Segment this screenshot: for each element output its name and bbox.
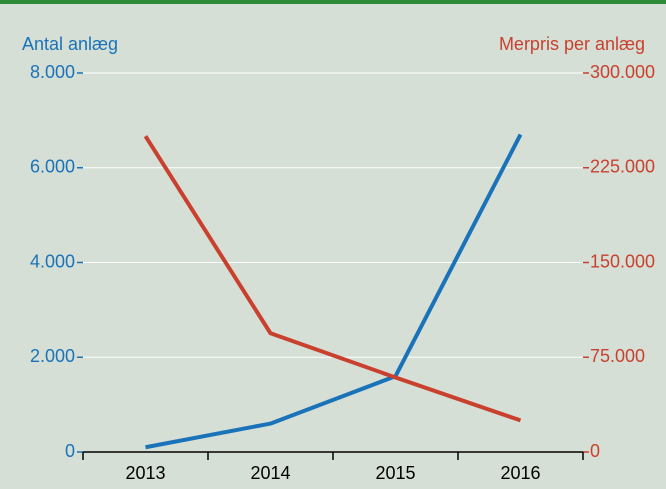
line-series bbox=[145, 133, 523, 450]
y-tick-label: 2.000 bbox=[30, 346, 75, 366]
x-tick-label: 2015 bbox=[375, 463, 415, 483]
x-tick-label: 2016 bbox=[500, 463, 540, 483]
y-tick-label: 4.000 bbox=[30, 251, 75, 271]
y-tick-label: 0 bbox=[65, 441, 75, 461]
x-tick-label: 2013 bbox=[125, 463, 165, 483]
y2-tick-label: 225.000 bbox=[590, 157, 655, 177]
y-tick-label: 6.000 bbox=[30, 157, 75, 177]
y2-tick-label: 0 bbox=[590, 441, 600, 461]
y2-tick-label: 150.000 bbox=[590, 251, 655, 271]
y2-tick-label: 75.000 bbox=[590, 346, 645, 366]
line-series bbox=[143, 135, 522, 423]
y2-tick-label: 300.000 bbox=[590, 62, 655, 82]
y-axis-label: Antal anlæg bbox=[22, 34, 118, 54]
y-tick-label: 8.000 bbox=[30, 62, 75, 82]
x-tick-label: 2014 bbox=[250, 463, 290, 483]
y2-axis-label: Merpris per anlæg bbox=[499, 34, 645, 54]
